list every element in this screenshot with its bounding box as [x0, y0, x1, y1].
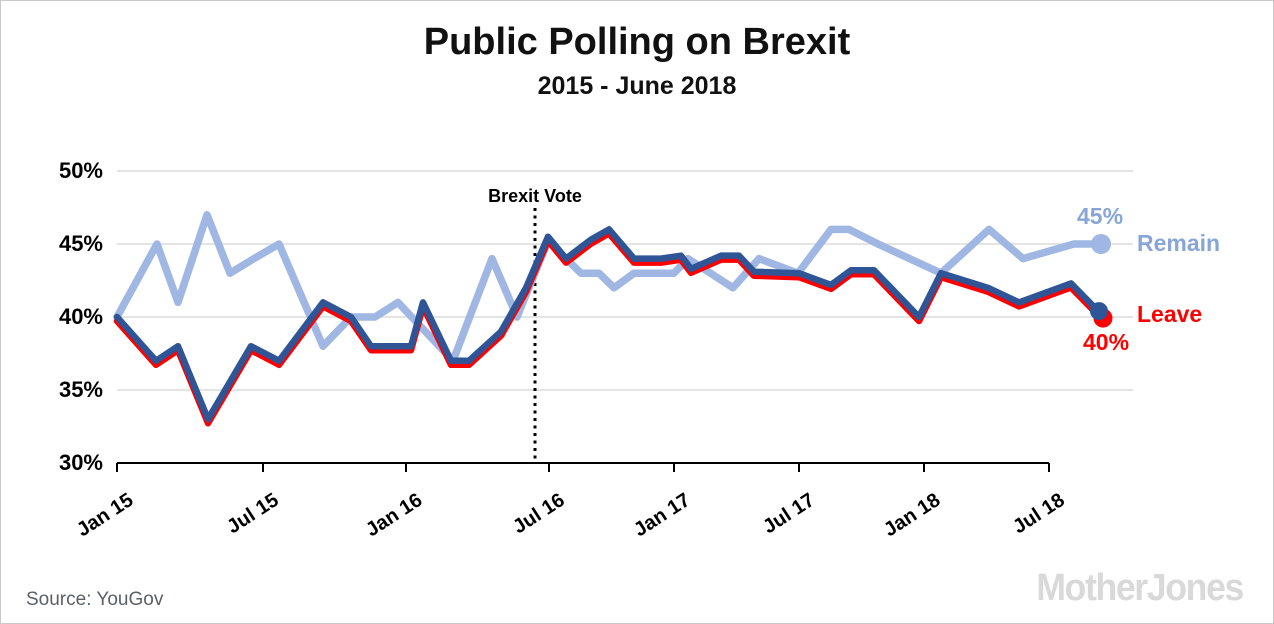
source-credit: Source: YouGov: [26, 589, 164, 610]
leave-series-label: Leave: [1137, 301, 1203, 327]
y-tick-label: 40%: [58, 304, 103, 329]
remain-end-value-label: 45%: [1077, 203, 1124, 229]
remain-end-dot: [1091, 234, 1111, 254]
chart-subtitle: 2015 - June 2018: [537, 72, 737, 100]
remain-line: [113, 211, 1105, 365]
leave-line-navy: [113, 226, 1105, 423]
leave-end-value-label: 40%: [1083, 329, 1130, 355]
leave-end-dot-navy: [1090, 302, 1108, 321]
y-tick-label: 50%: [58, 158, 103, 183]
y-tick-label: 45%: [58, 231, 103, 256]
chart-title: Public Polling on Brexit: [423, 21, 851, 63]
remain-series-label: Remain: [1137, 230, 1221, 256]
mother-jones-logo: MotherJones: [1036, 567, 1244, 609]
y-tick-label: 35%: [58, 377, 103, 402]
y-tick-label: 30%: [58, 450, 103, 475]
brexit-vote-annotation: Brexit Vote: [488, 186, 582, 206]
